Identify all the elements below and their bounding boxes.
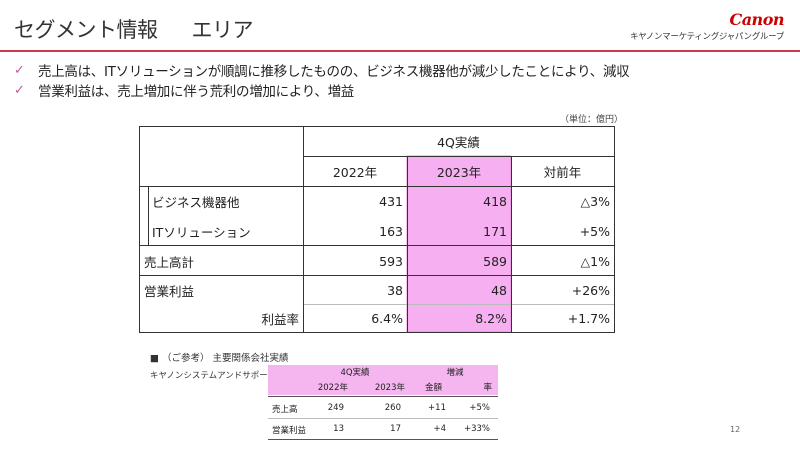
reference-title: ■ （ご参考） 主要関係会社実績 bbox=[150, 353, 289, 364]
bullet-text: 営業利益は、売上増加に伴う荒利の増加により、増益 bbox=[38, 84, 354, 100]
row-label-it: ITソリューション bbox=[152, 224, 251, 240]
checkmark-icon: ✓ bbox=[14, 62, 25, 78]
ref-col-2022: 2022年 bbox=[317, 383, 348, 393]
cell: 418 bbox=[483, 193, 507, 209]
title-main: セグメント情報 bbox=[14, 18, 158, 42]
cell: +5% bbox=[579, 223, 610, 239]
cell: 38 bbox=[387, 283, 403, 298]
bullet-item: ✓ 営業利益は、売上増加に伴う荒利の増加により、増益 bbox=[14, 80, 629, 101]
logo-subtitle: キヤノンマーケティングジャパングループ bbox=[630, 32, 784, 42]
col-header-yoy: 対前年 bbox=[543, 164, 582, 180]
ref-cell: +5% bbox=[469, 403, 490, 413]
row-label-sales-total: 売上高計 bbox=[144, 254, 195, 270]
row-label-op-profit: 営業利益 bbox=[144, 284, 195, 299]
cell: 589 bbox=[483, 253, 507, 269]
cell: 593 bbox=[379, 253, 403, 269]
ref-cell: 17 bbox=[390, 424, 401, 434]
unit-label: （単位：億円） bbox=[560, 115, 624, 125]
cell: 6.4% bbox=[371, 311, 403, 326]
cell: 171 bbox=[483, 223, 507, 239]
ref-cell: 13 bbox=[333, 424, 344, 434]
ref-group1: 4Q実績 bbox=[340, 368, 370, 378]
ref-rule bbox=[268, 418, 498, 419]
ref-cell: 260 bbox=[384, 403, 401, 413]
cell: 431 bbox=[379, 193, 403, 209]
ref-row-label: 営業利益 bbox=[272, 426, 307, 436]
page-number: 12 bbox=[730, 425, 741, 434]
reference-header-bg bbox=[268, 365, 498, 395]
ref-rule bbox=[268, 439, 498, 440]
bullet-list: ✓ 売上高は、ITソリューションが順調に推移したものの、ビジネス機器他が減少した… bbox=[14, 60, 630, 101]
bullet-text: 売上高は、ITソリューションが順調に推移したものの、ビジネス機器他が減少したこと… bbox=[38, 64, 630, 80]
cell: 48 bbox=[491, 283, 507, 298]
row-label-business: ビジネス機器他 bbox=[152, 194, 240, 210]
cell: △3% bbox=[580, 193, 610, 209]
ref-col-2023: 2023年 bbox=[374, 383, 405, 393]
ref-rule bbox=[268, 396, 498, 397]
ref-group2: 増減 bbox=[446, 368, 464, 378]
checkmark-icon: ✓ bbox=[14, 82, 25, 98]
table-group-header: 4Q実績 bbox=[437, 134, 480, 150]
logo: Canon キヤノンマーケティングジャパングループ bbox=[630, 10, 784, 42]
ref-row-label: 売上高 bbox=[272, 405, 298, 415]
page-title: セグメント情報 エリア bbox=[14, 14, 253, 44]
bullet-item: ✓ 売上高は、ITソリューションが順調に推移したものの、ビジネス機器他が減少した… bbox=[14, 60, 630, 81]
col-header-2023: 2023年 bbox=[436, 164, 482, 180]
canon-logo: Canon bbox=[729, 10, 784, 29]
ref-col-amount: 金額 bbox=[424, 383, 442, 393]
cell: △1% bbox=[580, 253, 610, 269]
ref-cell: 249 bbox=[327, 403, 344, 413]
title-divider bbox=[0, 50, 800, 52]
ref-cell: +11 bbox=[428, 403, 446, 413]
ref-cell: +4 bbox=[433, 424, 446, 434]
cell: +1.7% bbox=[567, 311, 610, 326]
col-header-2022: 2022年 bbox=[332, 164, 378, 180]
cell: 8.2% bbox=[475, 311, 507, 326]
reference-company: キヤノンシステムアンドサポート bbox=[150, 371, 277, 381]
ref-col-rate: 率 bbox=[483, 383, 492, 393]
cell: +26% bbox=[571, 283, 610, 298]
row-label-margin: 利益率 bbox=[261, 312, 299, 327]
title-sub: エリア bbox=[191, 18, 254, 42]
ref-cell: +33% bbox=[463, 424, 490, 434]
cell: 163 bbox=[379, 223, 403, 239]
